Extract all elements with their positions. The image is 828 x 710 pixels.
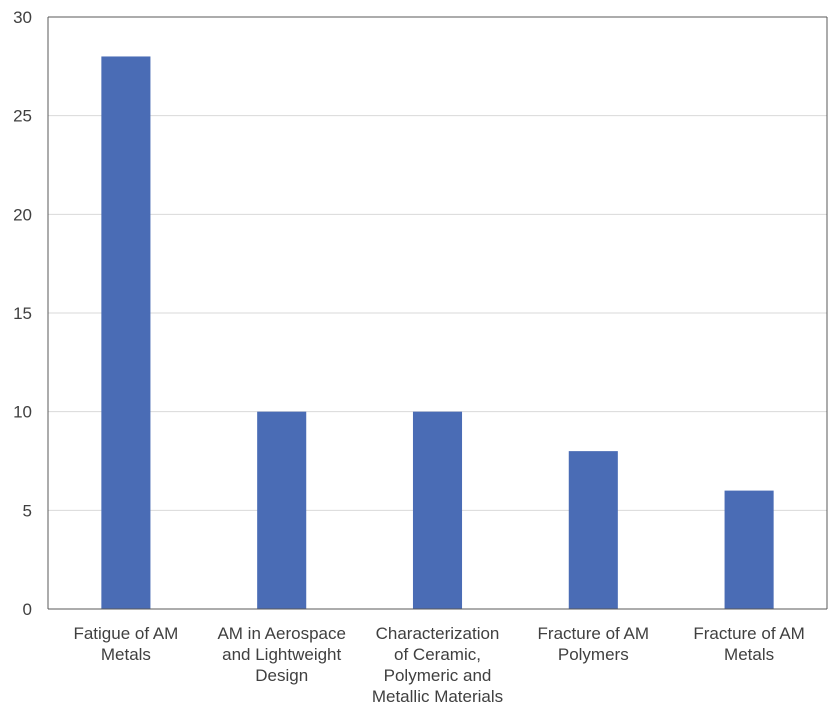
x-category-label-line: Fracture of AM [538,624,649,643]
y-tick-label: 10 [13,403,32,422]
x-category-label-line: and Lightweight [222,645,341,664]
x-category-label: AM in Aerospace and Lightweight Design [217,624,346,685]
x-category-label-line: Design [255,666,308,685]
y-tick-label: 25 [13,107,32,126]
x-category-label-line: of Ceramic, [394,645,481,664]
x-category-label-line: Polymeric and [384,666,492,685]
x-category-labels: Fatigue of AM Metals AM in Aerospace and Li… [73,624,804,706]
x-category-label: Fracture of AM Polymers [538,624,649,664]
x-category-label-line: Metals [724,645,774,664]
y-tick-label: 20 [13,205,32,224]
bar [724,490,774,609]
x-category-label-line: Fatigue of AM [73,624,178,643]
y-tick-label: 0 [23,600,32,619]
bar [568,451,618,609]
x-category-label-line: Fracture of AM [693,624,804,643]
x-category-label: Characterization of Ceramic, Polymeric and… [372,624,503,706]
y-tick-label: 30 [13,8,32,27]
axes [47,16,828,610]
bar [257,411,307,609]
y-tick-label: 15 [13,304,32,323]
bar [101,56,151,609]
bar [412,411,463,609]
x-category-label-line: Metallic Materials [372,687,503,706]
x-category-label: Fatigue of AM Metals [73,624,178,664]
bars [101,56,774,609]
x-category-label-line: Metals [101,645,151,664]
x-category-label-line: Polymers [558,645,629,664]
y-tick-labels: 0 5 10 15 20 25 30 [13,8,32,619]
x-category-label: Fracture of AM Metals [693,624,804,664]
y-tick-label: 5 [23,501,32,520]
x-category-label-line: Characterization [376,624,500,643]
x-category-label-line: AM in Aerospace [217,624,346,643]
